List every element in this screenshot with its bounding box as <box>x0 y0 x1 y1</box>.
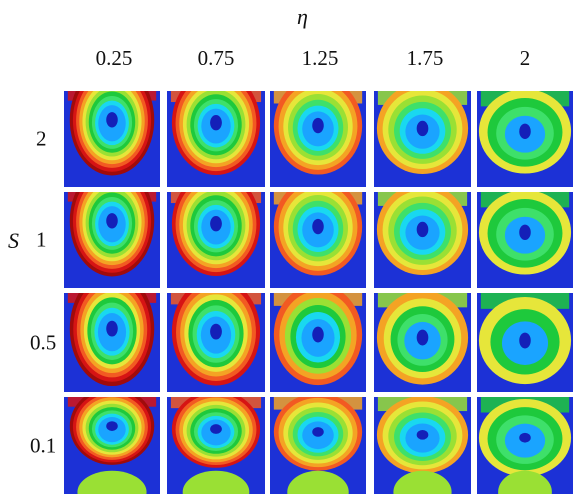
contour-panel <box>270 293 366 392</box>
s-value-label: 1 <box>36 227 47 252</box>
s-value-label: 0.5 <box>30 330 57 354</box>
eta-value-label: 1.25 <box>301 46 339 70</box>
contour-panel <box>270 192 366 288</box>
contour-panel <box>64 192 160 288</box>
contour-panel <box>167 293 265 392</box>
contour-panel <box>374 293 471 392</box>
contour-panel <box>167 397 265 494</box>
eta-value-label: 1.75 <box>406 46 444 70</box>
contour-panel <box>477 397 573 494</box>
contour-panel <box>374 192 471 288</box>
contour-panel <box>270 91 366 187</box>
s-value-label: 0.1 <box>30 433 57 457</box>
contour-panel <box>167 91 265 187</box>
contour-panel <box>374 397 471 494</box>
eta-axis-title: η <box>297 4 308 29</box>
eta-value-label: 0.75 <box>197 46 235 70</box>
eta-value-label: 0.25 <box>95 46 133 70</box>
contour-panel <box>477 91 573 187</box>
s-axis-title: S <box>8 228 19 253</box>
contour-panel <box>270 397 366 494</box>
contour-panel <box>167 192 265 288</box>
eta-value-label: 2 <box>519 46 531 70</box>
contour-panel <box>64 397 160 494</box>
contour-panel <box>477 293 573 392</box>
s-value-label: 2 <box>36 126 47 151</box>
contour-panel <box>64 293 160 392</box>
contour-panel <box>477 192 573 288</box>
contour-panel <box>374 91 471 187</box>
contour-panel <box>64 91 160 187</box>
